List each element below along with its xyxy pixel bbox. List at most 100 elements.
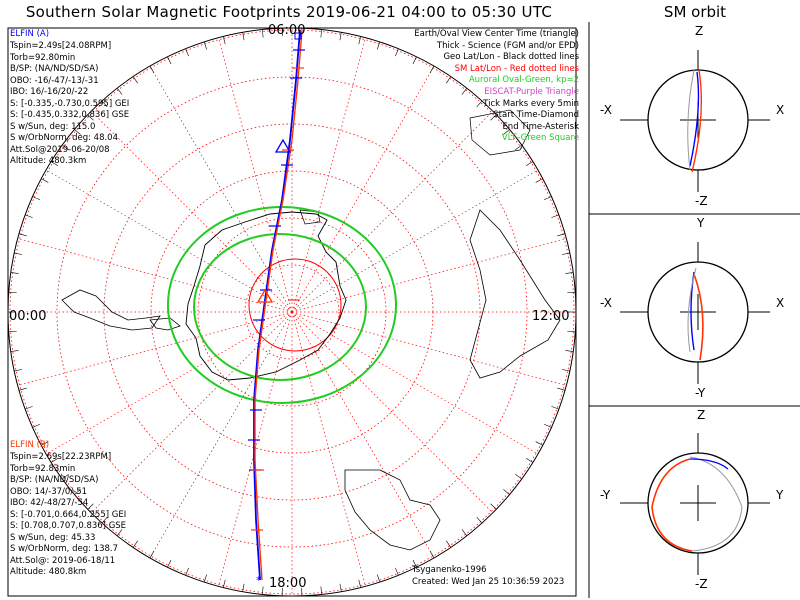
geo-tick [557,233,566,237]
auroral-oval-inner [193,233,367,381]
geo-tick [14,369,23,372]
geo-tick [567,291,576,294]
sm-longitude-line [17,238,293,313]
legend-entry: Tick Marks every 5min [483,98,579,109]
geo-tick [223,579,226,588]
elfin-a-info-line: IBO: 16/-16/20/-22 [10,87,89,97]
geo-tick [565,350,574,352]
orbit-panels [620,50,770,575]
elfin-b-track [254,29,303,581]
legend-entry: VLF-Green Square [501,133,579,144]
sm-longitude-line [90,110,293,313]
orbit-trace [687,267,697,353]
sm-longitude-line [45,169,293,313]
geo-tick [14,252,23,255]
geo-tick [395,567,399,576]
geo-tick [515,473,522,480]
elfin-a-end-asterisk: * [256,574,262,587]
sm-longitude-line [291,311,366,587]
panel3-right-label: Y [776,488,784,502]
geo-tick [377,574,381,583]
sm-latitude-circle [244,264,340,360]
geo-tick [149,65,155,74]
geo-tick [490,503,497,510]
geo-tick [223,36,226,45]
geo-tick [242,583,245,592]
geo-tick [62,473,69,480]
geo-tick [320,586,322,595]
legend-entry: Geo Lat/Lon - Black dotted lines [443,52,579,63]
legend-entry: Earth/Oval View Center Time (triangle) [414,29,579,39]
geo-tick [544,423,552,428]
geo-tick [50,161,59,166]
panel3-bottom-label: -Z [695,577,708,591]
panel2-left-label: -X [600,296,612,310]
elfin-a-info-line: B/SP: (NA/ND/SD/SA) [10,64,99,74]
geo-tick [18,387,27,391]
geo-tick [412,559,417,568]
elfin-b-info-line: S w/OrbNorm, deg: 138.7 [10,544,119,554]
geo-tick [503,489,510,495]
geo-tick [185,567,189,576]
model-credit: Tsyganenko-1996 [412,565,487,575]
sm-latitude-circle [56,76,528,548]
elfin-b-info-line: Torb=92.83min [10,463,76,474]
geo-tick [461,529,468,536]
geo-tick [50,458,59,463]
geo-tick [203,41,207,50]
geo-tick [18,233,27,237]
geo-tick [476,516,483,524]
geo-tick [395,48,399,57]
orbit-a [689,458,729,470]
legend-entry: Thick - Science (FGM and/or EPD) [436,40,579,51]
geo-tick [544,196,552,201]
sm-longitude-line [291,311,494,514]
sm-longitude-line [218,37,293,313]
hour-label-bottom: 18:00 [269,576,307,591]
auroral-oval-outer [167,206,397,404]
elfin-a-info: Tspin=2.49s[24.08RPM] Torb=92.80min B/SP: … [10,41,129,168]
sm-longitude-line [291,311,539,455]
orbit-trace [689,456,743,552]
geo-tick [515,144,522,151]
elfin-a-info-line: Altitude: 480.3km [10,156,87,166]
legend-entry: Start Time-Diamond [493,110,579,121]
geo-tick [10,350,19,352]
footprint-tracks: * [248,29,305,587]
elfin-a-info-line: S: [-0.435,0.332,0.836] GSE [10,110,130,120]
orbit-b [691,69,703,173]
geo-tick [167,56,172,65]
geo-tick [535,441,543,446]
elfin-a-info-line: S w/Sun, deg: 115.0 [10,121,96,132]
panel2-bottom-label: -Y [695,386,706,400]
geo-tick [132,76,138,84]
geo-tick [185,48,189,57]
geo-tick [116,88,123,95]
panel3-left-label: -Y [600,488,611,502]
geo-tick [490,114,497,121]
elfin-a-track [253,29,301,581]
geo-tick [25,406,33,410]
hour-label-right: 12:00 [532,309,570,324]
sm-longitude-line [45,311,293,455]
elfin-b-info: Tspin=2.69s[22.23RPM] Torb=92.83min B/SP: … [10,452,126,579]
geo-tick [535,178,543,183]
auroral-oval [167,206,397,404]
elfin-a-view-triangle [274,138,292,153]
coastline-island [469,109,531,156]
sm-longitude-line [291,311,567,386]
geo-tick [358,579,361,588]
elfin-a-start-diamond [294,32,302,40]
created-timestamp: Created: Wed Jan 25 10:36:59 2023 [412,577,565,587]
geo-tick [320,29,322,38]
geo-tick [339,32,342,41]
geo-tick [149,550,155,559]
legend: Earth/Oval View Center Time (triangle) Th… [414,29,579,145]
sm-longitude-line [291,37,366,313]
geo-tick [74,489,81,495]
orbit-trace [687,69,695,171]
panel2-right-label: X [776,296,785,310]
geo-tick [551,406,559,410]
geo-tick [262,29,264,38]
panel2-top-label: Y [697,216,705,230]
